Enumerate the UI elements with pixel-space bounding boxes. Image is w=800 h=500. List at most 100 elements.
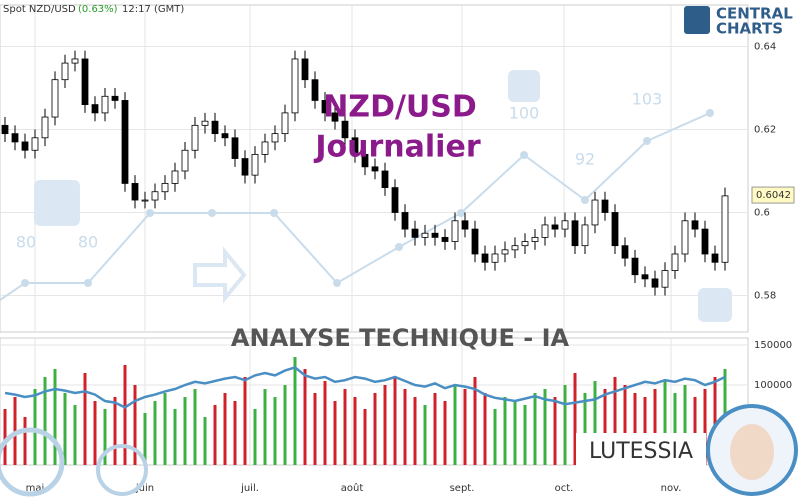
volume-bar <box>643 397 647 465</box>
volume-bar <box>323 381 327 465</box>
candle-body <box>81 58 89 105</box>
volume-bar <box>563 385 567 465</box>
candle-body <box>631 257 639 276</box>
volume-ma-line <box>4 366 726 409</box>
candle-body <box>401 212 409 230</box>
candle-body <box>231 137 239 159</box>
candle-body <box>581 224 589 247</box>
chart-subtitle: Journalier <box>313 130 480 165</box>
candle-body <box>381 170 389 188</box>
volume-bar <box>183 397 187 465</box>
candle-body <box>471 228 479 255</box>
assistant-box <box>576 433 706 471</box>
candle-body <box>141 199 149 202</box>
candle-body <box>281 112 289 135</box>
volume-bar <box>163 393 167 465</box>
volume-bar <box>213 405 217 465</box>
candle-body <box>571 220 579 247</box>
volume-bar <box>123 365 127 465</box>
candle-body <box>511 245 519 251</box>
volume-bar <box>373 393 377 465</box>
volume-bar <box>23 417 27 465</box>
banner: ANALYSE TECHNIQUE - IA <box>231 324 570 352</box>
volume-bar <box>83 373 87 465</box>
candle-body <box>201 120 209 126</box>
volume-bar <box>463 389 467 465</box>
candle-body <box>181 149 189 172</box>
last-price-box <box>751 186 795 204</box>
volume-bar <box>203 417 207 465</box>
volume-bar <box>483 393 487 465</box>
x-tick-label: nov. <box>661 483 682 494</box>
volume-bar <box>433 393 437 465</box>
candle-body <box>321 100 329 114</box>
volume-bar <box>333 401 337 465</box>
candle-body <box>711 253 719 263</box>
volume-bar <box>403 389 407 465</box>
candle-body <box>341 120 349 139</box>
candle-body <box>601 199 609 213</box>
y-tick-label: 0.64 <box>754 41 776 52</box>
watermark-icon <box>698 288 732 322</box>
logo-icon <box>684 6 710 34</box>
candle-body <box>291 58 299 114</box>
volume-bar <box>63 393 67 465</box>
candle-body <box>61 62 69 81</box>
candle-body <box>351 137 359 155</box>
volume-bar <box>693 397 697 465</box>
volume-bar <box>93 401 97 465</box>
candle-body <box>431 232 439 238</box>
volume-bar <box>263 389 267 465</box>
volume-bar <box>173 409 177 465</box>
volume-bar <box>243 377 247 465</box>
volume-bar <box>193 389 197 465</box>
volume-bar <box>473 377 477 465</box>
candle-body <box>721 195 729 263</box>
candle-body <box>31 137 39 151</box>
logo-text: CENTRAL <box>716 5 793 23</box>
watermark-label: 103 <box>632 90 663 109</box>
candle-body <box>451 220 459 242</box>
volume-bar <box>393 377 397 465</box>
change: (0.63%) <box>78 4 118 15</box>
volume-bar <box>53 369 57 465</box>
x-tick-label: mai <box>26 483 45 494</box>
volume-bar <box>553 397 557 465</box>
volume-bar <box>153 401 157 465</box>
volume-bar <box>503 397 507 465</box>
candle-body <box>491 253 499 263</box>
watermark-label: 80 <box>78 233 98 252</box>
volume-bar <box>583 393 587 465</box>
candle-body <box>411 228 419 238</box>
time: 12:17 (GMT) <box>122 4 184 15</box>
volume-bar <box>293 357 297 465</box>
volume-bar <box>143 413 147 465</box>
volume-bar <box>453 385 457 465</box>
volume-bar <box>273 397 277 465</box>
candle-body <box>161 183 169 193</box>
volume-bar <box>713 377 717 465</box>
candle-body <box>531 236 539 242</box>
decor-circle <box>0 427 65 497</box>
volume-bar <box>703 389 707 465</box>
candle-body <box>651 278 659 288</box>
volume-bar <box>663 381 667 465</box>
volume-bar <box>353 397 357 465</box>
y-tick-label: 0.58 <box>754 290 776 301</box>
candle-body <box>421 232 429 238</box>
assistant-name: LUTESSIA <box>589 439 693 464</box>
candle-body <box>681 220 689 255</box>
volume-bar <box>343 389 347 465</box>
y-tick-label: 150000 <box>754 340 792 351</box>
instrument: Spot NZD/USD <box>3 4 76 15</box>
candle-body <box>311 79 319 101</box>
candle-body <box>561 220 569 230</box>
candle-body <box>461 220 469 230</box>
watermark-arrow <box>193 246 247 304</box>
candle-body <box>301 58 309 81</box>
x-tick-label: juil. <box>240 483 259 494</box>
volume-bar <box>513 401 517 465</box>
volume-bar <box>383 385 387 465</box>
volume-bar <box>33 389 37 465</box>
volume-bar <box>443 401 447 465</box>
